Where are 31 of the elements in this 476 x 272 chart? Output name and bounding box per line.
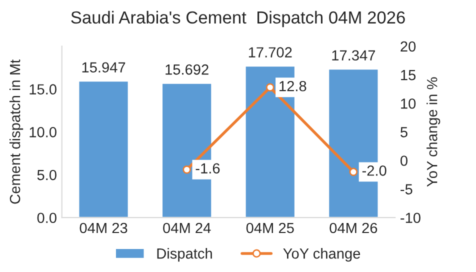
data-label: 12.8 xyxy=(280,80,306,92)
x-tick-label: 04M 25 xyxy=(246,222,294,234)
x-tick-label: 04M 23 xyxy=(80,222,128,234)
y2-tick-label: 5 xyxy=(400,127,408,138)
data-label: -2.0 xyxy=(362,165,386,176)
chart-title: Saudi Arabia's Cement Dispatch 04M 2026 xyxy=(71,10,405,28)
bar xyxy=(78,80,130,218)
legend-label: YoY change xyxy=(283,248,360,262)
data-label: 17.347 xyxy=(332,50,375,61)
data-label: 15.692 xyxy=(166,64,208,75)
y-tick-label: 5.0 xyxy=(37,170,56,180)
data-label: -1.6 xyxy=(196,163,220,174)
y2-tick-label: 0 xyxy=(400,156,408,166)
x-tick-label: 04M 26 xyxy=(330,222,378,234)
y2-tick-label: 10 xyxy=(401,98,416,109)
y2-tick-label: 20 xyxy=(400,41,416,52)
point xyxy=(182,165,191,174)
point xyxy=(266,83,274,92)
y2-tick-label: 15 xyxy=(401,70,416,80)
x-tick-label: 04M 24 xyxy=(163,222,211,234)
y-axis-title: Cement dispatch in Mt xyxy=(9,59,24,204)
data-label: 15.947 xyxy=(82,62,126,73)
y-tick-label: 0.0 xyxy=(37,212,56,224)
legend-label: Dispatch xyxy=(157,248,212,262)
data-label: 17.702 xyxy=(248,47,292,58)
y2-axis-title: YoY change in % xyxy=(426,77,440,187)
y2-tick-label: -5 xyxy=(400,184,412,194)
point xyxy=(349,168,358,176)
y-tick-label: 10.0 xyxy=(30,127,56,138)
y2-tick-label: -10 xyxy=(400,212,420,224)
y-tick-label: 15.0 xyxy=(30,84,56,95)
